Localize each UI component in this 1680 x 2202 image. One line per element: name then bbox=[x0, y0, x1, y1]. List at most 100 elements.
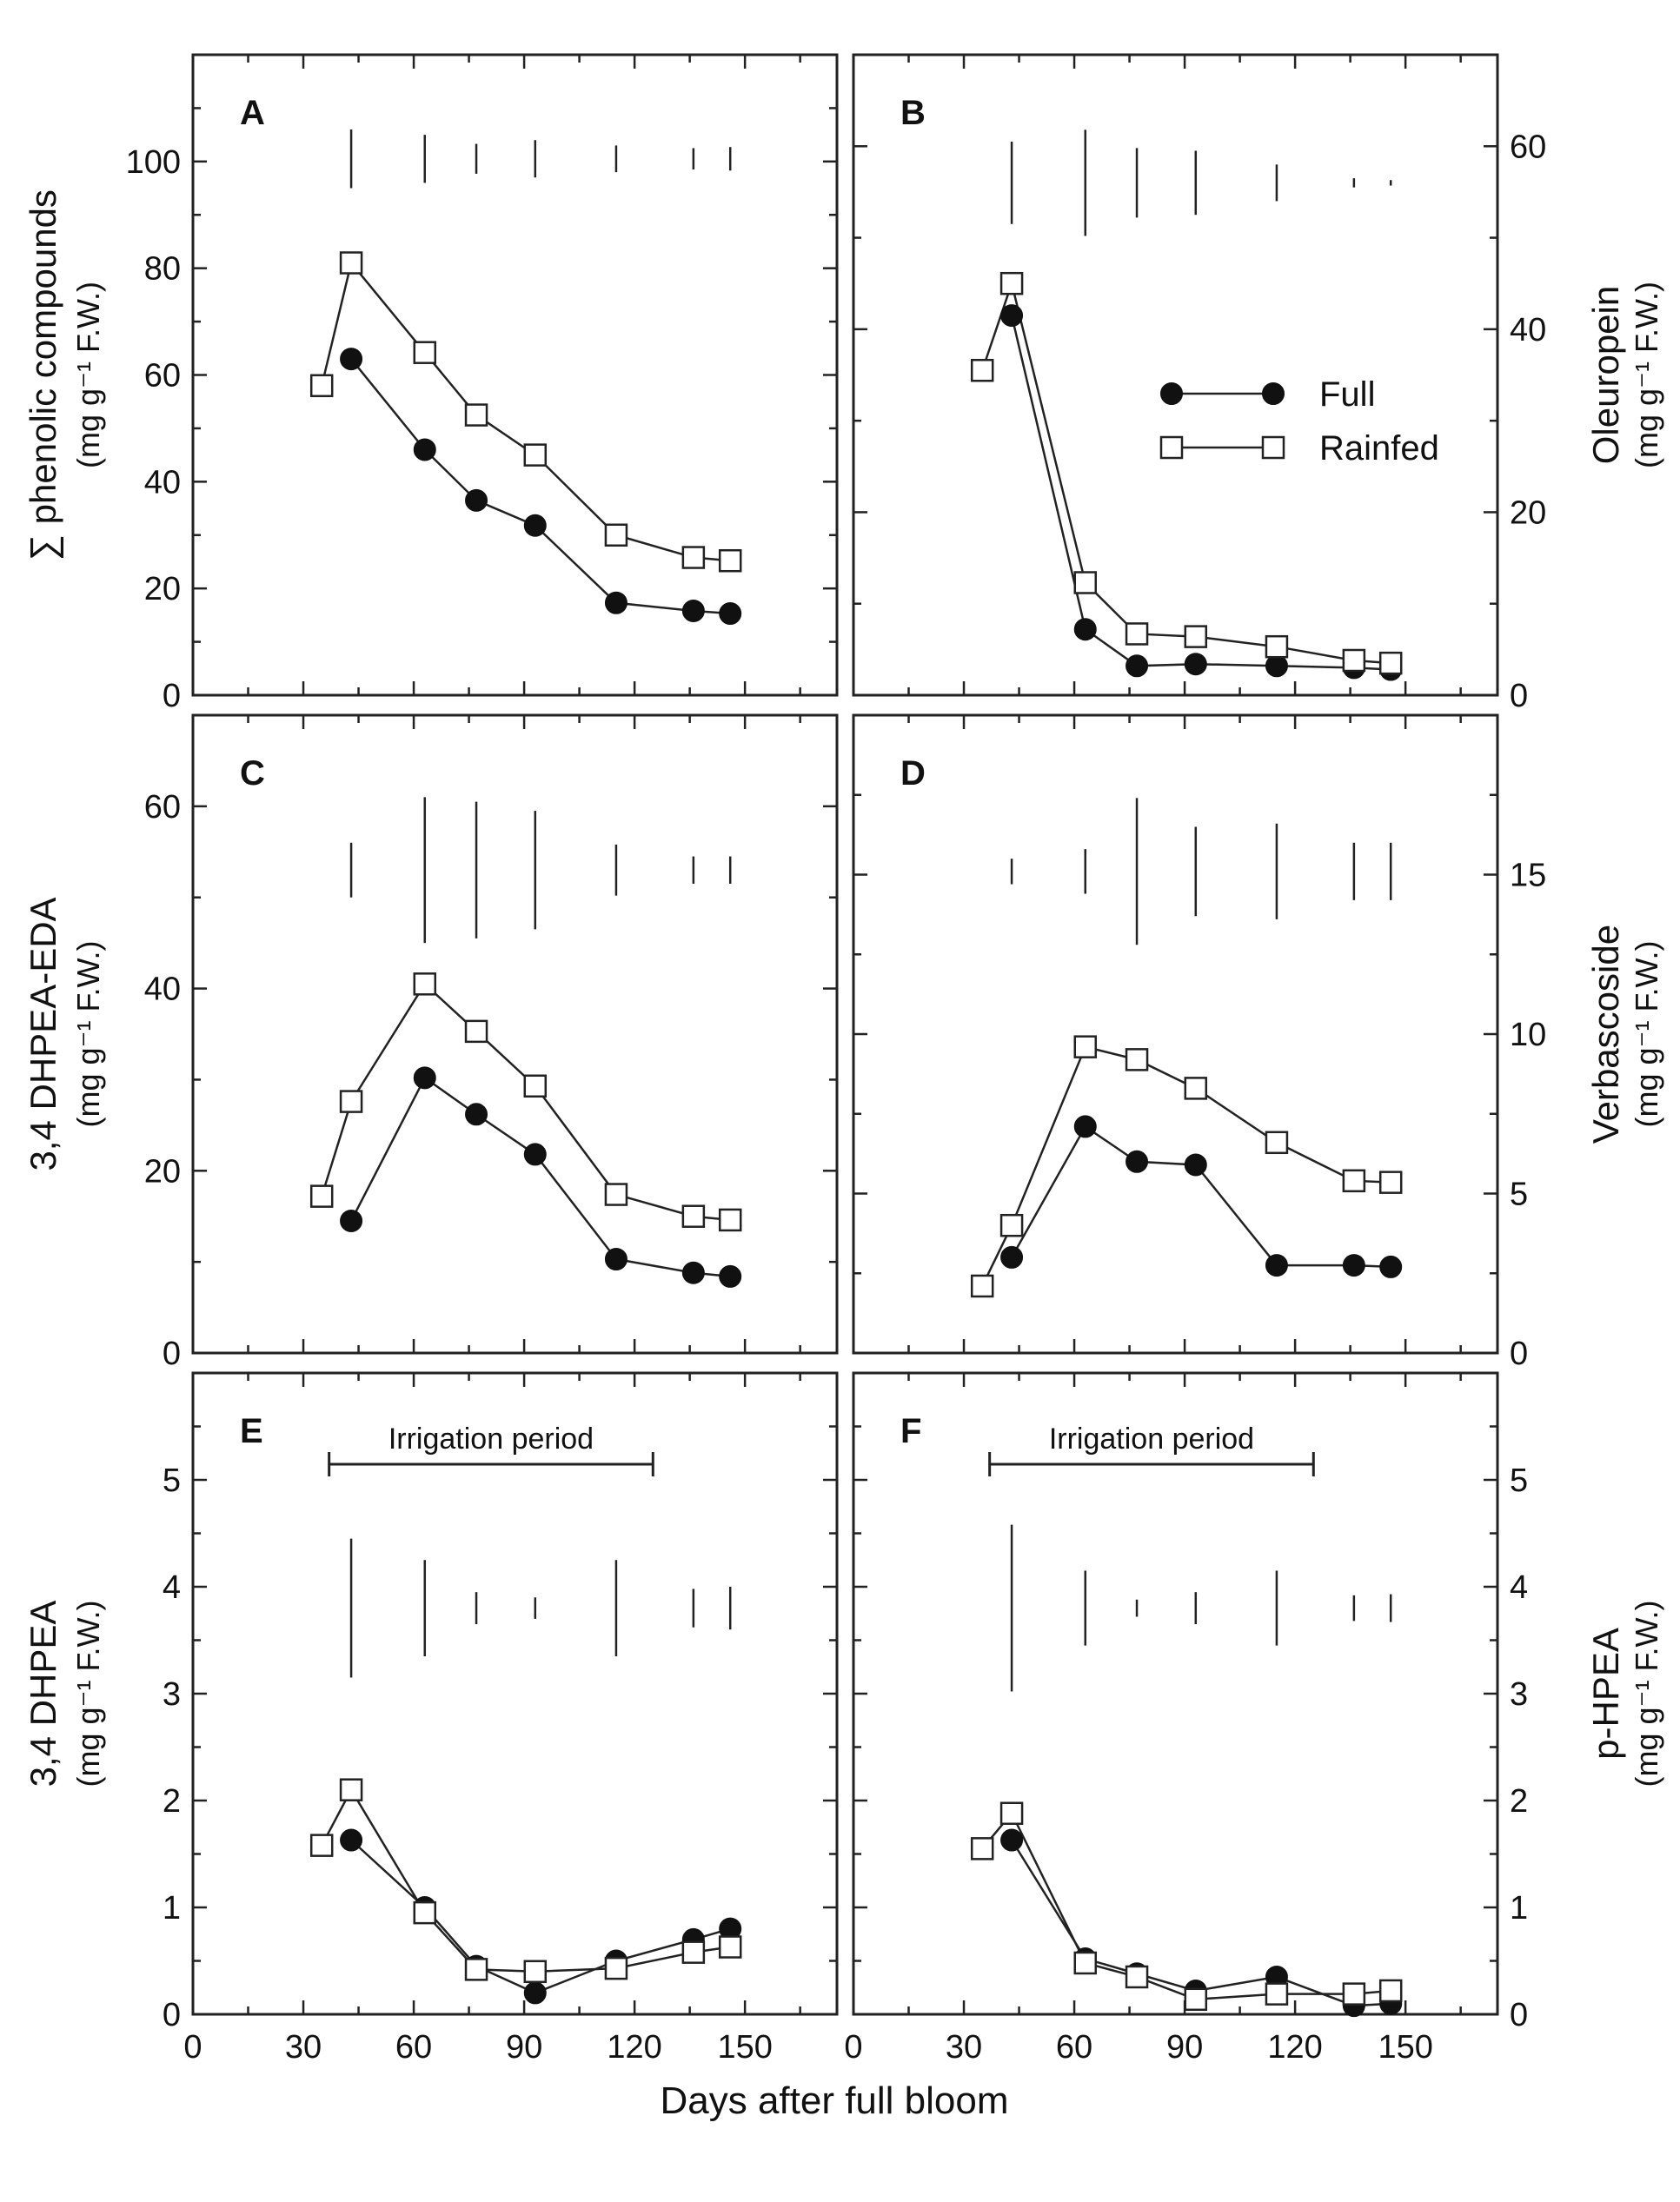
point-full bbox=[1073, 1115, 1097, 1138]
point-rainfed bbox=[1265, 1982, 1289, 2006]
y-tick-label: 1 bbox=[163, 1890, 181, 1927]
y-axis-label: 3,4 DHPEA-EDA bbox=[23, 897, 63, 1171]
point-rainfed bbox=[718, 548, 742, 573]
point-rainfed bbox=[970, 1274, 994, 1298]
panel-b-frame bbox=[852, 53, 1499, 697]
x-axis-label: Days after full bloom bbox=[660, 2079, 1008, 2122]
point-rainfed bbox=[681, 1204, 706, 1228]
point-rainfed bbox=[464, 1019, 488, 1044]
series-line-rainfed bbox=[981, 279, 1391, 665]
panel-e-letter: E bbox=[240, 1412, 263, 1450]
point-rainfed bbox=[1342, 1169, 1366, 1193]
series-line-full bbox=[349, 1076, 731, 1278]
y-tick-label: 2 bbox=[163, 1783, 181, 1820]
y-axis-unit: (mg g⁻¹ F.W.) bbox=[1629, 941, 1664, 1128]
panel-d-letter: D bbox=[900, 754, 926, 793]
point-full bbox=[604, 1247, 628, 1270]
point-rainfed bbox=[339, 1090, 363, 1113]
point-rainfed bbox=[970, 1837, 994, 1860]
point-rainfed bbox=[413, 341, 437, 364]
x-tick-label: 0 bbox=[844, 2029, 862, 2066]
point-rainfed bbox=[604, 1183, 628, 1206]
point-rainfed bbox=[1184, 625, 1208, 648]
legend-marker-full bbox=[1262, 382, 1285, 405]
point-full bbox=[523, 1981, 547, 2005]
series-line-rainfed bbox=[321, 1787, 731, 1973]
x-tick-label: 150 bbox=[717, 2029, 772, 2066]
point-rainfed bbox=[999, 271, 1024, 295]
point-rainfed bbox=[1073, 1035, 1098, 1058]
point-rainfed bbox=[1342, 1982, 1366, 2006]
point-rainfed bbox=[718, 1935, 742, 1959]
point-rainfed bbox=[1378, 651, 1403, 675]
point-rainfed bbox=[339, 251, 363, 275]
y-tick-label: 20 bbox=[144, 571, 181, 607]
y-tick-label: 4 bbox=[163, 1569, 181, 1606]
irrigation-period-label: Irrigation period bbox=[388, 1423, 594, 1456]
point-rainfed bbox=[1265, 1131, 1289, 1155]
point-rainfed bbox=[1378, 1171, 1403, 1194]
point-full bbox=[523, 514, 547, 537]
y-tick-label: 1 bbox=[1510, 1890, 1528, 1927]
panel-c-frame bbox=[191, 713, 839, 1355]
point-rainfed bbox=[1265, 634, 1289, 659]
legend-label-rainfed: Rainfed bbox=[1319, 429, 1439, 468]
point-full bbox=[1184, 1153, 1207, 1177]
point-full bbox=[1126, 654, 1149, 678]
series-line-rainfed bbox=[981, 1045, 1391, 1287]
y-axis-label: Verbascoside bbox=[1585, 925, 1626, 1144]
point-rainfed bbox=[970, 358, 994, 382]
panel-c: C 0 20 40 60 3,4 DHPEA-EDA (mg g⁻¹ F.W.) bbox=[23, 713, 839, 1372]
x-tick-label: 120 bbox=[1267, 2029, 1322, 2066]
panel-d: D 0 5 10 15 Verbascoside (mg g⁻¹ F.W.) bbox=[852, 713, 1664, 1372]
point-rainfed bbox=[1125, 1048, 1149, 1071]
point-full bbox=[604, 591, 628, 614]
point-rainfed bbox=[1125, 1965, 1149, 1989]
y-tick-label: 100 bbox=[126, 144, 181, 181]
irrigation-period-bracket bbox=[988, 1452, 1315, 1476]
panel-e: E 0 30 60 90 120 150 0 1 2 3 4 5 3,4 DHPEA (mg g⁻¹ F.W… bbox=[23, 1371, 839, 2066]
point-rainfed bbox=[1184, 1987, 1208, 2012]
x-tick-label: 30 bbox=[285, 2029, 322, 2066]
point-rainfed bbox=[309, 1184, 334, 1208]
y-tick-label: 0 bbox=[163, 1336, 181, 1372]
point-full bbox=[1184, 653, 1207, 676]
series-line-rainfed bbox=[321, 982, 731, 1222]
point-full bbox=[1000, 1245, 1024, 1269]
series-line-full bbox=[1010, 1124, 1391, 1269]
x-tick-label: 60 bbox=[395, 2029, 432, 2066]
panel-f-frame bbox=[852, 1371, 1499, 2016]
point-rainfed bbox=[1073, 571, 1098, 594]
point-full bbox=[1379, 1255, 1403, 1278]
point-rainfed bbox=[604, 523, 628, 547]
y-axis-label: 3,4 DHPEA bbox=[23, 1601, 63, 1787]
point-full bbox=[681, 1261, 705, 1284]
y-tick-label: 0 bbox=[163, 678, 181, 714]
panel-b-letter: B bbox=[900, 94, 926, 132]
point-rainfed bbox=[523, 1960, 548, 1984]
series-line-full bbox=[1011, 1839, 1391, 2007]
y-tick-label: 3 bbox=[1510, 1676, 1528, 1713]
point-rainfed bbox=[604, 1956, 628, 1980]
y-tick-label: 15 bbox=[1510, 858, 1546, 894]
panel-a: A 0 20 40 60 80 100 ∑ phenolic compounds (mg g⁻¹… bbox=[23, 53, 839, 714]
point-rainfed bbox=[413, 1900, 437, 1925]
panel-f-letter: F bbox=[900, 1412, 921, 1450]
series-line-rainfed bbox=[981, 1811, 1391, 2001]
point-full bbox=[1000, 1828, 1024, 1852]
y-tick-label: 80 bbox=[144, 251, 181, 288]
point-rainfed bbox=[309, 374, 334, 398]
point-full bbox=[1073, 618, 1097, 641]
point-full bbox=[1000, 304, 1024, 328]
y-tick-label: 40 bbox=[1510, 312, 1546, 348]
point-full bbox=[340, 1828, 363, 1852]
point-full bbox=[340, 1209, 363, 1232]
y-tick-label: 20 bbox=[1510, 494, 1546, 531]
y-axis-unit: (mg g⁻¹ F.W.) bbox=[70, 941, 106, 1128]
y-tick-label: 60 bbox=[144, 789, 181, 826]
y-tick-label: 60 bbox=[144, 358, 181, 395]
point-full bbox=[340, 348, 363, 371]
